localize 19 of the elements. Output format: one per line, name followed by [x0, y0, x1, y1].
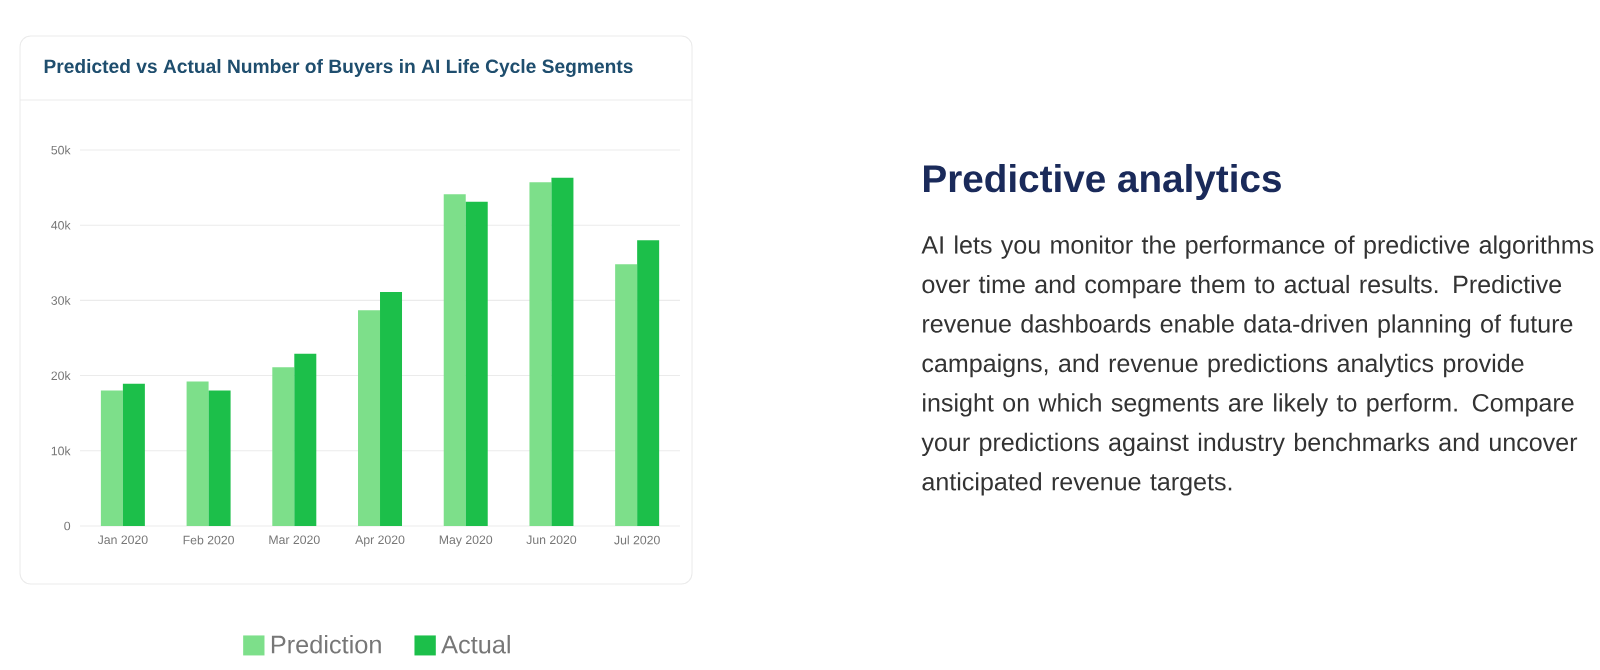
bar	[186, 381, 209, 526]
bar	[208, 390, 231, 526]
bar	[551, 177, 574, 526]
bar	[358, 310, 381, 526]
bar	[272, 367, 295, 526]
legend-label: Actual	[441, 634, 510, 654]
bar	[529, 182, 552, 526]
bar	[443, 194, 466, 526]
text: AI lets you monitor the performance of predictive algorithms over time and compare them to actual results. Predictive revenue dashboards enable data-driven planning of future campaigns, and revenue predictions analytics provide insight on which segments are likely to perform. Compare your predictions against industry benchmarks and uncover anticipated revenue targets.	[921, 235, 1594, 496]
text: Predictive analytics	[924, 163, 1281, 201]
bar	[465, 201, 488, 526]
bar	[100, 390, 123, 526]
bar	[122, 383, 145, 526]
chart-title: Predicted vs Actual Number of Buyers in AI Life Cycle Segments	[44, 58, 633, 77]
bar	[615, 264, 638, 526]
bar	[380, 292, 403, 526]
bar	[637, 240, 660, 526]
legend-label: Prediction	[271, 634, 381, 654]
bar	[294, 353, 317, 526]
